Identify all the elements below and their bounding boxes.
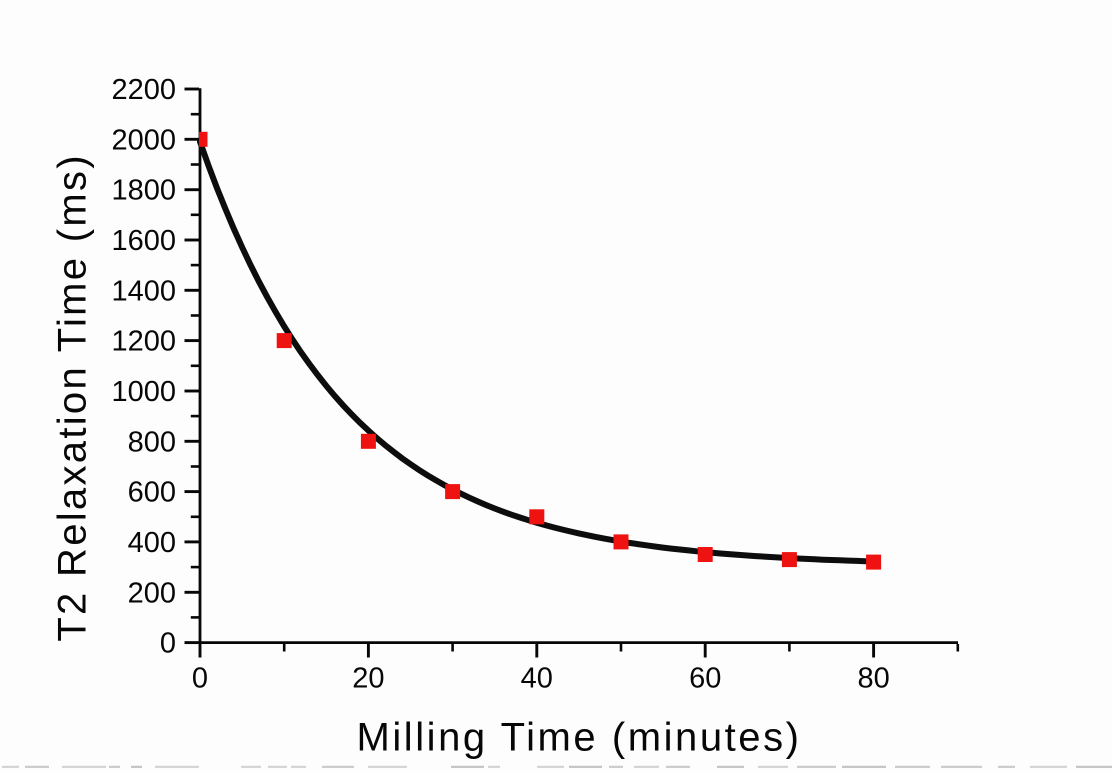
svg-text:20: 20 [352, 663, 384, 695]
svg-text:1600: 1600 [111, 225, 176, 257]
svg-text:Milling Time (minutes): Milling Time (minutes) [356, 716, 801, 760]
svg-text:2200: 2200 [111, 74, 176, 106]
svg-text:0: 0 [160, 628, 176, 660]
svg-text:0: 0 [192, 663, 208, 695]
svg-text:1400: 1400 [111, 275, 176, 307]
svg-text:200: 200 [128, 577, 176, 609]
svg-text:80: 80 [857, 663, 889, 695]
svg-text:40: 40 [521, 663, 553, 695]
svg-text:60: 60 [689, 663, 721, 695]
svg-text:800: 800 [128, 426, 176, 458]
svg-text:1000: 1000 [111, 376, 176, 408]
svg-text:2000: 2000 [111, 124, 176, 156]
svg-text:600: 600 [128, 477, 176, 509]
svg-text:1800: 1800 [111, 175, 176, 207]
svg-text:T2 Relaxation Time (ms): T2 Relaxation Time (ms) [51, 153, 95, 642]
svg-text:400: 400 [128, 527, 176, 559]
svg-text:1200: 1200 [111, 326, 176, 358]
